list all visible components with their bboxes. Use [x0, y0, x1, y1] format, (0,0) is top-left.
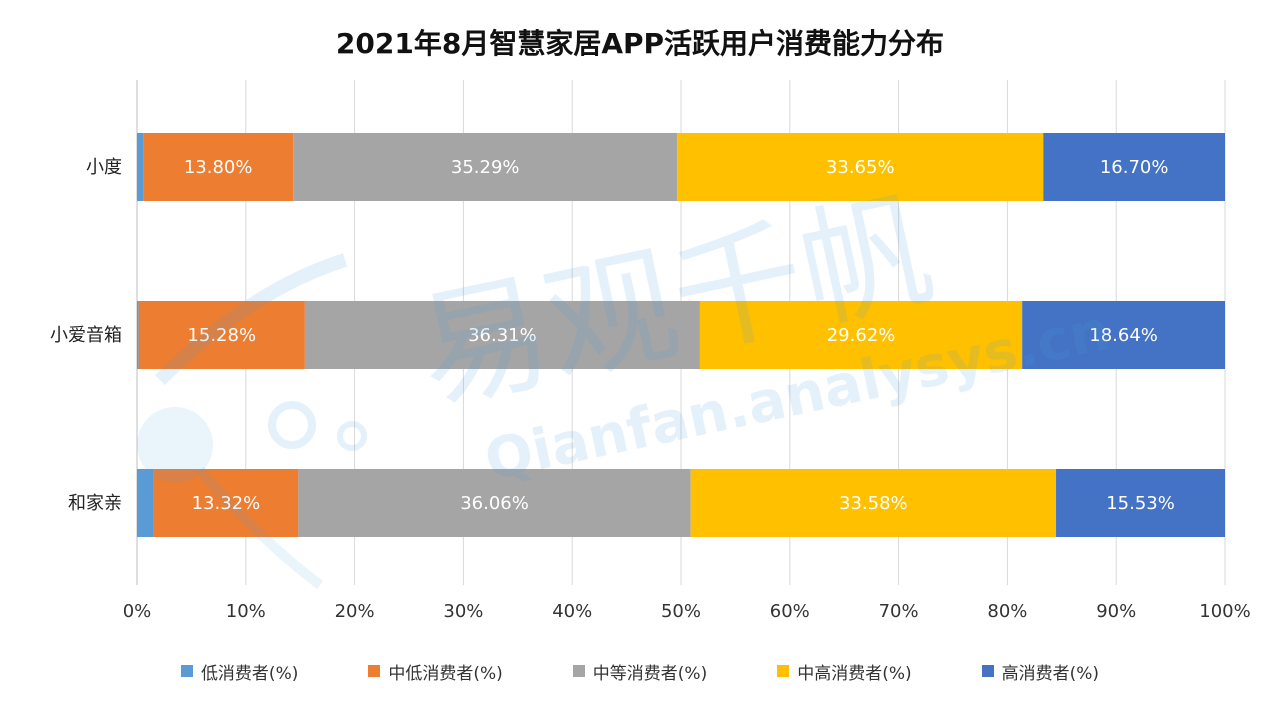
- category-label: 和家亲: [68, 493, 122, 514]
- category-label: 小度: [86, 157, 122, 178]
- data-label: 15.28%: [187, 325, 256, 346]
- bar-segment: [143, 133, 294, 201]
- bar-segment: [699, 301, 1023, 369]
- data-label: 29.62%: [827, 325, 896, 346]
- data-label: 13.80%: [184, 157, 253, 178]
- x-tick-label: 60%: [770, 601, 810, 622]
- labels: 0% 10% 20% 30% 40% 50% 60% 70% 80% 90% 100% 小度 13.80…: [50, 157, 1251, 622]
- legend-item: 中低消费者(%): [368, 659, 503, 684]
- x-tick-label: 70%: [879, 601, 919, 622]
- bar-segment: [1022, 301, 1225, 369]
- x-tick-label: 100%: [1199, 601, 1250, 622]
- data-label: 36.06%: [460, 493, 529, 514]
- legend-swatch: [981, 665, 994, 677]
- data-label: 33.58%: [839, 493, 908, 514]
- x-tick-label: 0%: [123, 601, 152, 622]
- legend-label: 中等消费者(%): [592, 663, 708, 684]
- watermark-logo-ring: [268, 401, 316, 449]
- data-label: 15.53%: [1106, 493, 1175, 514]
- chart-title: 2021年8月智慧家居APP活跃用户消费能力分布: [335, 27, 945, 60]
- bar-segment: [677, 133, 1044, 201]
- data-label: 33.65%: [826, 157, 895, 178]
- bars: [137, 133, 1225, 537]
- watermark-logo-dot: [137, 407, 213, 483]
- bar-segment: [304, 301, 700, 369]
- legend-swatch: [777, 665, 790, 677]
- x-tick-label: 40%: [552, 601, 592, 622]
- watermark-logo-arc: [155, 253, 348, 385]
- legend-item: 中等消费者(%): [572, 659, 708, 684]
- bar-segment: [137, 133, 144, 201]
- bar-segment: [1056, 469, 1225, 537]
- x-tick-label: 90%: [1096, 601, 1136, 622]
- bar-segment: [293, 133, 678, 201]
- x-tick-label: 30%: [443, 601, 483, 622]
- legend-label: 高消费者(%): [1001, 663, 1100, 684]
- bar-segment: [153, 469, 299, 537]
- legend-label: 中高消费者(%): [797, 663, 912, 684]
- x-tick-label: 20%: [335, 601, 375, 622]
- bar-segment: [298, 469, 691, 537]
- data-label: 16.70%: [1100, 157, 1169, 178]
- watermark-logo-ring-small: [337, 421, 367, 451]
- legend-label: 中低消费者(%): [388, 663, 503, 684]
- legend-item: 高消费者(%): [981, 659, 1100, 684]
- legend-item: 中高消费者(%): [777, 659, 912, 684]
- watermark-logo-tail: [196, 466, 324, 589]
- x-tick-label: 80%: [987, 601, 1027, 622]
- legend-swatch: [180, 665, 193, 677]
- bar-segment: [1043, 133, 1225, 201]
- legend: 低消费者(%) 中低消费者(%) 中等消费者(%) 中高消费者(%) 高消费者(%): [0, 656, 1280, 686]
- bar-segment: [137, 301, 139, 369]
- data-label: 18.64%: [1089, 325, 1158, 346]
- data-label: 35.29%: [451, 157, 520, 178]
- data-label: 13.32%: [192, 493, 261, 514]
- legend-swatch: [368, 665, 381, 677]
- bar-segment: [138, 301, 305, 369]
- legend-label: 低消费者(%): [200, 663, 299, 684]
- bar-segment: [690, 469, 1057, 537]
- bar-segment: [137, 469, 154, 537]
- legend-swatch: [572, 665, 585, 677]
- category-label: 小爱音箱: [50, 325, 122, 346]
- x-tick-label: 10%: [226, 601, 266, 622]
- data-label: 36.31%: [468, 325, 537, 346]
- legend-item: 低消费者(%): [180, 659, 299, 684]
- x-tick-label: 50%: [661, 601, 701, 622]
